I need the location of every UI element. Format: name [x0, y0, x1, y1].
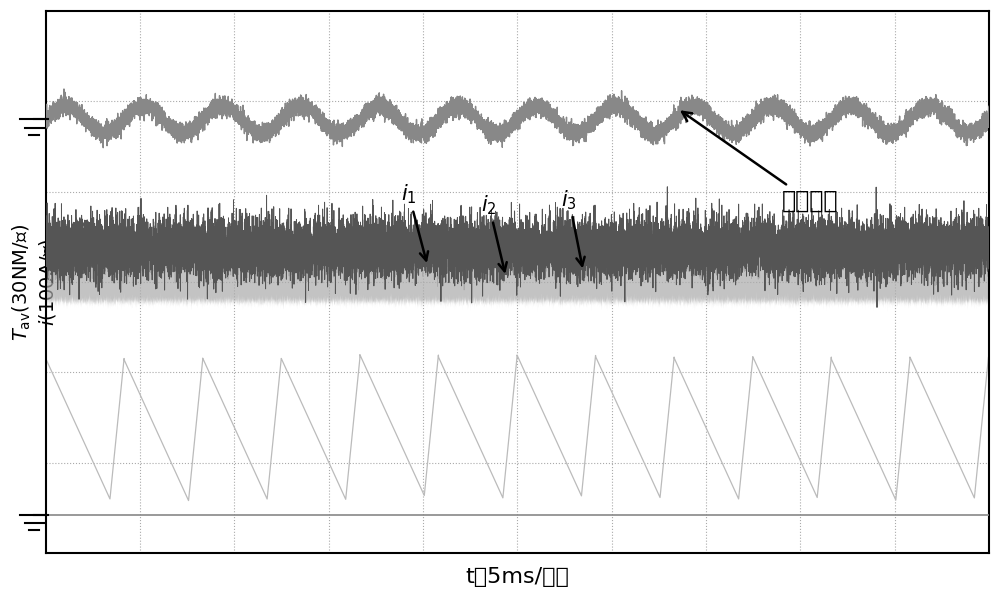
Y-axis label: $T_{\rm av}$(30NM/格)
$i$(100A/格): $T_{\rm av}$(30NM/格) $i$(100A/格) — [11, 224, 58, 341]
Text: $i_3$: $i_3$ — [561, 188, 585, 266]
Text: $i_2$: $i_2$ — [481, 193, 507, 271]
X-axis label: t（5ms/格）: t（5ms/格） — [465, 567, 569, 587]
Text: $i_1$: $i_1$ — [401, 182, 428, 260]
Text: 平均转矩: 平均转矩 — [682, 112, 838, 213]
